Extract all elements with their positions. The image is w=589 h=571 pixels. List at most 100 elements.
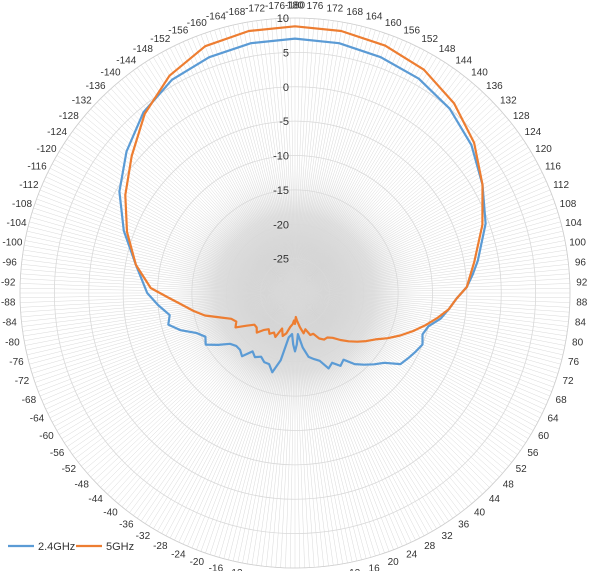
angle-tick-label: -56 xyxy=(50,448,65,459)
angle-tick-label: -68 xyxy=(22,395,37,406)
angle-tick-label: 156 xyxy=(403,25,420,36)
angle-tick-label: 176 xyxy=(307,1,324,12)
angle-tick-label: 128 xyxy=(513,111,530,122)
ring-line xyxy=(53,51,537,535)
angle-tick-label: 116 xyxy=(545,162,561,173)
outer-ring xyxy=(19,17,571,569)
angle-tick-label: 12 xyxy=(349,568,361,571)
angle-tick-label: 48 xyxy=(503,480,515,491)
angle-tick-label: -44 xyxy=(88,494,103,505)
angle-tick-label: 100 xyxy=(569,238,586,249)
angle-tick-label: 164 xyxy=(366,12,383,23)
angle-tick-label: -132 xyxy=(72,96,92,107)
angle-tick-label: 144 xyxy=(455,55,472,66)
radial-tick-label: -10 xyxy=(273,151,289,163)
angle-tick-label: -84 xyxy=(2,318,17,329)
angle-tick-label: -76 xyxy=(9,357,24,368)
angle-tick-label: 108 xyxy=(560,199,577,210)
angle-tick-label: 92 xyxy=(576,278,588,289)
angle-tick-label: -36 xyxy=(119,520,134,531)
angle-tick-label: -128 xyxy=(59,111,79,122)
angle-tick-label: 160 xyxy=(385,18,402,29)
angle-tick-label: -32 xyxy=(136,531,151,542)
series-line-5ghz xyxy=(124,25,484,343)
angle-tick-label: 64 xyxy=(547,413,559,424)
angle-tick-label: -88 xyxy=(1,298,16,309)
angle-tick-label: -80 xyxy=(5,337,20,348)
ring-line xyxy=(260,258,330,328)
angle-tick-label: 20 xyxy=(388,557,400,568)
ring-line xyxy=(88,86,502,500)
angle-tick-label: -116 xyxy=(27,162,47,173)
angle-tick-label: 88 xyxy=(576,298,588,309)
angle-tick-label: -160 xyxy=(187,18,207,29)
angle-tick-label: -40 xyxy=(103,507,118,518)
angle-tick-label: 104 xyxy=(565,218,582,229)
angle-tick-label: 44 xyxy=(489,494,501,505)
angle-tick-label: 120 xyxy=(535,144,552,155)
angle-tick-label: 36 xyxy=(458,520,470,531)
angle-tick-label: -20 xyxy=(190,557,205,568)
angle-tick-label: -152 xyxy=(150,34,170,45)
ring-line xyxy=(122,120,468,466)
ring-line xyxy=(157,155,433,431)
ring-line xyxy=(225,223,365,363)
radial-tick-label: 0 xyxy=(283,82,289,94)
angle-tick-label: -60 xyxy=(39,431,54,442)
angle-tick-label: -164 xyxy=(206,12,226,23)
legend: 2.4GHz 5GHz xyxy=(8,541,134,553)
angle-tick-label: 136 xyxy=(486,81,503,92)
grid-layer xyxy=(19,17,571,569)
angle-tick-label: -92 xyxy=(1,278,16,289)
angle-tick-label: -140 xyxy=(100,68,120,79)
radial-labels: -25 -20 -15 -10 -5 0 5 10 xyxy=(273,13,289,266)
angle-tick-label: -124 xyxy=(47,127,67,138)
angle-tick-label: 52 xyxy=(516,464,528,475)
angle-tick-label: -48 xyxy=(74,480,89,491)
radial-tick-label: -20 xyxy=(273,219,289,231)
angle-tick-label: 72 xyxy=(562,376,574,387)
angle-tick-label: -156 xyxy=(168,25,188,36)
angle-tick-label: 76 xyxy=(568,357,580,368)
angle-tick-label: 152 xyxy=(421,34,438,45)
angle-tick-label: -108 xyxy=(12,199,32,210)
angle-tick-label: -136 xyxy=(86,81,106,92)
series-layer xyxy=(118,25,487,374)
angle-tick-label: -24 xyxy=(171,550,186,561)
angle-tick-label: -168 xyxy=(225,7,245,18)
angle-tick-label: -144 xyxy=(116,55,136,66)
angle-tick-label: 124 xyxy=(525,127,542,138)
legend-label: 2.4GHz xyxy=(38,541,75,553)
angle-tick-label: -112 xyxy=(19,180,39,191)
radial-tick-label: 10 xyxy=(277,13,289,25)
angle-tick-label: -64 xyxy=(30,413,45,424)
angle-tick-label: -176 xyxy=(265,1,285,12)
angle-tick-label: 112 xyxy=(553,180,569,191)
angle-tick-label: -100 xyxy=(2,238,22,249)
angle-tick-label: 172 xyxy=(327,3,344,14)
radial-tick-label: -15 xyxy=(273,185,289,197)
angle-tick-label: -172 xyxy=(245,3,265,14)
angle-tick-label: 56 xyxy=(527,448,539,459)
angle-tick-label: -104 xyxy=(6,218,26,229)
angle-tick-label: -28 xyxy=(153,541,168,552)
angle-tick-label: 168 xyxy=(346,7,363,18)
radial-tick-label: 5 xyxy=(283,47,289,59)
angle-tick-label: -52 xyxy=(62,464,77,475)
angle-tick-label: 84 xyxy=(575,318,587,329)
angle-tick-label: -72 xyxy=(15,376,30,387)
angle-tick-label: 140 xyxy=(471,68,488,79)
angle-tick-label: -16 xyxy=(209,563,224,571)
angle-tick-label: -180 xyxy=(285,1,305,12)
angle-tick-label: 28 xyxy=(424,541,436,552)
angle-tick-label: -148 xyxy=(133,44,153,55)
ring-line xyxy=(191,189,399,397)
angle-tick-label: 80 xyxy=(572,337,584,348)
angle-tick-label: 32 xyxy=(442,531,454,542)
angle-tick-label: 96 xyxy=(575,258,587,269)
radial-tick-label: -5 xyxy=(279,116,289,128)
radial-tick-label: -25 xyxy=(273,254,289,266)
